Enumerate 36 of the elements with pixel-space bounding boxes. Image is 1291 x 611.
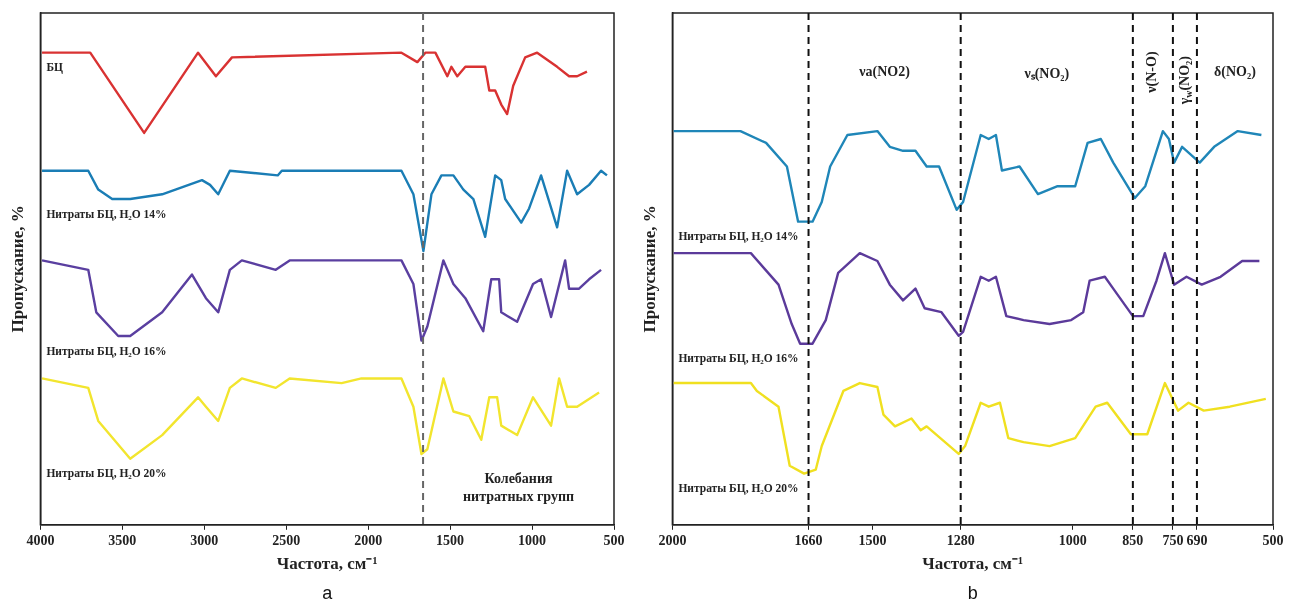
- x-tick-label: 1660: [794, 532, 823, 548]
- text: δ(NO₂): [1214, 63, 1257, 80]
- text: νa(NO2): [858, 63, 911, 80]
- x-tick-label: 4000: [26, 532, 55, 548]
- x-tick-label: 1280: [946, 532, 975, 548]
- annotation: Колебания нитратных групп: [463, 471, 575, 505]
- x-tick-label: 750: [1162, 532, 1184, 548]
- x-tick-label: 2000: [354, 532, 383, 548]
- x-tick-label: 3500: [108, 532, 137, 548]
- x-tick-label: 1500: [858, 532, 887, 548]
- series-label: БЦ: [46, 61, 63, 75]
- text: a: [322, 582, 334, 603]
- series-label: Нитраты БЦ, H₂O 16%: [678, 352, 799, 366]
- x-axis-title: Частота, см⁻¹: [276, 554, 378, 574]
- series-label: Нитраты БЦ, H₂O 20%: [678, 481, 799, 495]
- x-tick-label: 2000: [658, 532, 687, 548]
- text: νₛ(NO₂): [1023, 65, 1070, 82]
- series-label: Нитраты БЦ, H₂O 14%: [46, 207, 167, 221]
- x-tick-label: 500: [1262, 532, 1284, 548]
- series-label: Нитраты БЦ, H₂O 16%: [46, 344, 167, 358]
- x-tick-label: 1500: [436, 532, 465, 548]
- x-axis-title: Частота, см⁻¹: [922, 554, 1024, 574]
- text: Нитраты БЦ, H₂O 20%: [46, 467, 167, 481]
- x-tick-label: 850: [1122, 532, 1144, 548]
- y-axis-title: Пропускание, %: [7, 205, 27, 333]
- x-tick-label: 2500: [272, 532, 301, 548]
- x-tick-label: 1000: [1058, 532, 1087, 548]
- text: γw(NO₂): [1176, 55, 1194, 106]
- text: ν(N-O): [1144, 51, 1161, 94]
- y-axis-title: Пропускание, %: [639, 205, 659, 333]
- series-label: Нитраты БЦ, H₂O 14%: [678, 230, 799, 244]
- x-tick-label: 690: [1186, 532, 1208, 548]
- x-tick-label: 1000: [518, 532, 547, 548]
- text: b: [967, 582, 978, 603]
- x-tick-label: 500: [603, 532, 625, 548]
- x-tick-label: 3000: [190, 532, 219, 548]
